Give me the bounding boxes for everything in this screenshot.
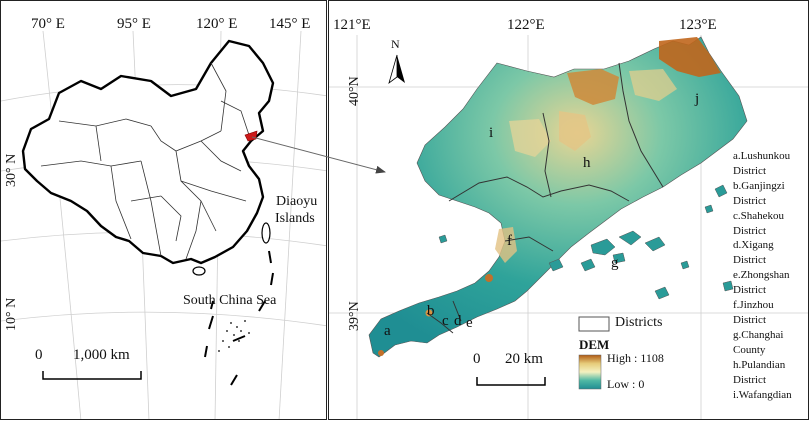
district-list-line: District	[733, 254, 766, 267]
right-scale-start: 0	[473, 351, 481, 367]
district-list-line: b.Ganjingzi	[733, 179, 785, 192]
district-list-line: g.Changhai	[733, 328, 784, 341]
south-china-sea-label: South China Sea	[183, 293, 277, 308]
left-scale-end: 1,000 km	[73, 347, 130, 363]
district-label-h: h	[583, 155, 591, 171]
taiwan-island	[261, 222, 271, 244]
province-boundaries	[40, 62, 252, 260]
district-list-line: f.Jinzhou	[733, 299, 774, 312]
district-list-line: c.Shahekou	[733, 209, 785, 222]
diaoyu-label-2: Islands	[275, 211, 315, 226]
lon-label-145: 145° E	[269, 16, 311, 32]
district-list-line: County	[733, 343, 766, 356]
scs-islands	[218, 320, 250, 352]
district-name-list: a.Lushunkou District b.Ganjingzi Distric…	[733, 149, 808, 402]
lon-label-123: 123°E	[679, 17, 717, 33]
district-list-line: District	[733, 164, 766, 177]
district-label-b: b	[427, 303, 435, 319]
dalian-peninsula	[368, 36, 748, 358]
districts-swatch	[578, 316, 610, 332]
district-list-line: a.Lushunkou	[733, 150, 791, 162]
right-scalebar	[476, 377, 546, 386]
district-list-line: h.Pulandian	[733, 358, 786, 371]
district-label-f: f	[507, 233, 512, 249]
dem-legend-high: High : 1108	[607, 351, 664, 365]
dem-legend-low: Low : 0	[607, 377, 645, 391]
district-list-line: District	[733, 373, 766, 386]
hainan-island	[192, 266, 206, 276]
china-map-svg	[1, 30, 326, 419]
lon-label-120: 120° E	[196, 16, 238, 32]
lat-label-39: 39°N	[347, 301, 362, 331]
district-label-a: a	[384, 323, 391, 339]
district-label-e: e	[466, 315, 473, 331]
district-label-j: j	[695, 91, 700, 107]
district-list-line: District	[733, 313, 766, 326]
changhai-islands	[438, 184, 734, 300]
dalian-dem-map: 121°E 122°E 123°E 40°N 39°N N a b c d e …	[328, 0, 809, 420]
district-label-d: d	[454, 313, 462, 329]
china-overview-map: 70° E 95° E 120° E 145° E 30° N 10° N Di…	[0, 0, 327, 420]
district-list-line: e.Zhongshan	[733, 269, 790, 282]
dem-ramp	[578, 354, 602, 390]
lon-label-121: 121°E	[333, 17, 371, 33]
district-list-line: d.Xigang	[733, 239, 774, 252]
dalian-map-svg	[329, 35, 808, 419]
lon-label-95: 95° E	[117, 16, 151, 32]
district-list-line: District	[733, 194, 766, 207]
district-label-i: i	[489, 125, 494, 141]
lon-label-122: 122°E	[507, 17, 545, 33]
district-label-c: c	[442, 313, 449, 329]
north-label: N	[391, 37, 400, 51]
lat-label-10: 10° N	[4, 297, 19, 331]
lon-label-70: 70° E	[31, 16, 65, 32]
district-label-g: g	[611, 255, 619, 271]
lat-label-30: 30° N	[4, 153, 19, 187]
district-list-line: District	[733, 224, 766, 237]
left-scale-start: 0	[35, 347, 43, 363]
diaoyu-label-1: Diaoyu	[276, 194, 318, 209]
districts-legend-label: Districts	[615, 315, 663, 330]
district-list-line: District	[733, 284, 766, 297]
lat-label-40: 40°N	[347, 76, 362, 106]
highland-areas	[378, 37, 721, 356]
left-scalebar	[42, 371, 142, 380]
china-outline	[21, 39, 275, 265]
nine-dash-line	[204, 250, 274, 386]
district-list-line: i.Wafangdian	[733, 388, 792, 401]
dem-legend-title: DEM	[579, 337, 610, 352]
district-boundaries	[426, 62, 664, 334]
right-scale-end: 20 km	[505, 351, 543, 367]
north-arrow	[388, 54, 405, 85]
